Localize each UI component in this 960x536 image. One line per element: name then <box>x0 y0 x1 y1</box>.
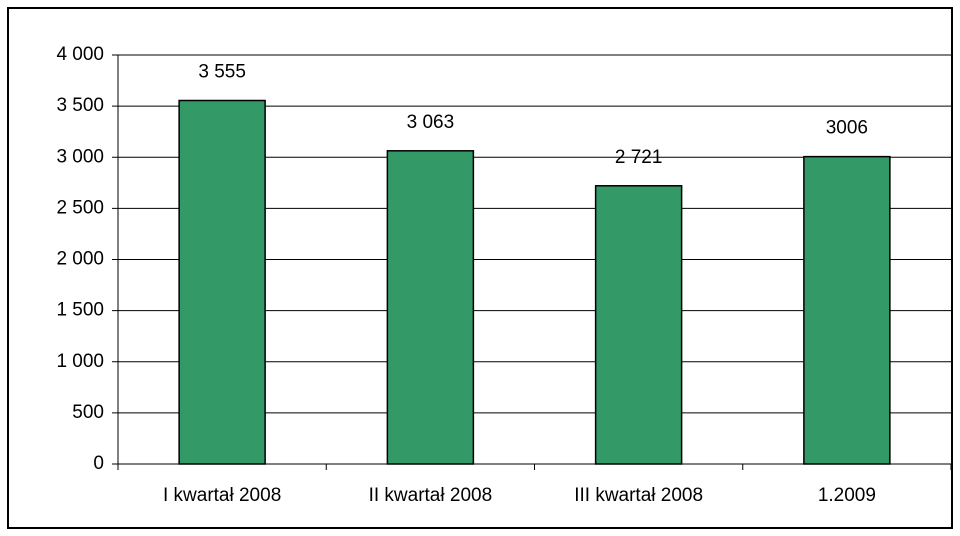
chart-border <box>7 7 953 529</box>
value-label: 3006 <box>826 118 868 139</box>
x-tick-label: III kwartał 2008 <box>574 485 703 506</box>
bar <box>178 99 266 465</box>
y-tick-label: 2 000 <box>56 249 104 270</box>
x-tick-label: II kwartał 2008 <box>369 485 493 506</box>
bar <box>594 185 683 465</box>
y-tick-label: 500 <box>72 402 104 423</box>
x-tick-label: 1.2009 <box>818 485 876 506</box>
y-tick-label: 0 <box>93 453 104 474</box>
bar <box>803 155 891 465</box>
value-label: 2 721 <box>615 147 663 168</box>
y-tick-label: 2 500 <box>56 197 104 218</box>
y-tick-label: 1 500 <box>56 300 104 321</box>
y-tick-label: 4 000 <box>56 44 104 65</box>
value-label: 3 555 <box>198 62 246 83</box>
x-tick-label: I kwartał 2008 <box>163 485 281 506</box>
y-tick-label: 1 000 <box>56 351 104 372</box>
y-tick-label: 3 000 <box>56 146 104 167</box>
bar <box>386 150 475 465</box>
y-tick-label: 3 500 <box>56 95 104 116</box>
value-label: 3 063 <box>407 112 455 133</box>
